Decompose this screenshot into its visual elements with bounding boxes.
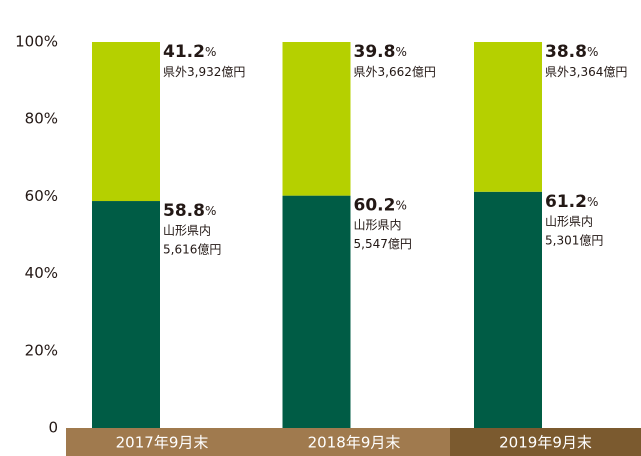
- unit: %: [395, 45, 406, 59]
- value: 38.8: [545, 42, 587, 62]
- unit: %: [205, 45, 216, 59]
- category-band: [450, 428, 641, 456]
- bar-segment: [474, 191, 542, 428]
- bar-segment: [282, 195, 351, 428]
- unit: %: [395, 198, 406, 212]
- amount-label: 県外3,364億円: [545, 65, 627, 79]
- amount: 3,662億円: [378, 65, 436, 79]
- series-label: 県外: [545, 65, 569, 79]
- bar-segment: [474, 42, 542, 192]
- data-label: 61.2%: [545, 192, 598, 212]
- x-tick-label: 2018年9月末: [308, 434, 401, 452]
- value: 41.2: [163, 42, 205, 62]
- y-tick-label: 60%: [25, 187, 58, 205]
- x-tick-label: 2017年9月末: [116, 434, 209, 452]
- value: 39.8: [354, 42, 396, 62]
- value: 61.2: [545, 192, 587, 212]
- y-tick-label: 0: [48, 419, 58, 437]
- bar-segment: [92, 42, 160, 202]
- y-tick-label: 40%: [25, 264, 58, 282]
- bar-segment: [282, 42, 351, 196]
- series-label: 山形県内: [545, 214, 593, 228]
- series-label: 山形県内: [163, 224, 211, 238]
- unit: %: [587, 45, 598, 59]
- category-band: [66, 428, 258, 456]
- unit: %: [587, 194, 598, 208]
- amount-label: 県外3,932億円: [163, 65, 245, 79]
- value: 58.8: [163, 201, 205, 221]
- data-label: 38.8%: [545, 42, 598, 62]
- series-label: 県外: [163, 65, 187, 79]
- value: 60.2: [354, 196, 396, 216]
- data-label: 39.8%: [354, 42, 407, 62]
- bar-segment: [92, 201, 160, 428]
- y-tick-label: 80%: [25, 110, 58, 128]
- amount-label: 5,616億円: [163, 243, 221, 257]
- x-tick-label: 2019年9月末: [499, 434, 592, 452]
- category-band: [258, 428, 450, 456]
- amount-label: 5,547億円: [354, 237, 412, 251]
- amount-label: 5,301億円: [545, 233, 603, 247]
- series-label: 山形県内: [354, 218, 402, 232]
- y-tick-label: 20%: [25, 341, 58, 359]
- series-label: 県外: [354, 65, 378, 79]
- amount: 3,932億円: [187, 65, 245, 79]
- data-label: 41.2%: [163, 42, 216, 62]
- unit: %: [205, 204, 216, 218]
- amount-label: 県外3,662億円: [354, 65, 436, 79]
- data-label: 58.8%: [163, 201, 216, 221]
- amount: 3,364億円: [569, 65, 627, 79]
- y-tick-label: 100%: [15, 33, 58, 51]
- data-label: 60.2%: [354, 196, 407, 216]
